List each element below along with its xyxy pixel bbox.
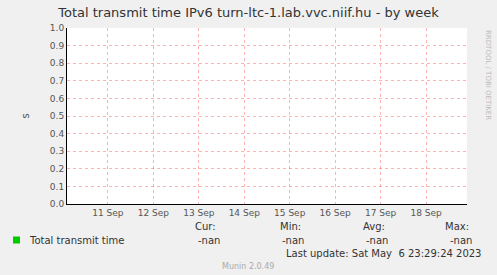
svg-text:Munin 2.0.49: Munin 2.0.49	[222, 262, 274, 271]
svg-text:0.3: 0.3	[50, 146, 64, 156]
svg-text:-nan: -nan	[450, 235, 472, 246]
svg-text:18 Sep: 18 Sep	[410, 208, 442, 218]
svg-text:12 Sep: 12 Sep	[138, 208, 170, 218]
svg-text:0.1: 0.1	[50, 182, 64, 192]
svg-text:0.6: 0.6	[50, 94, 65, 104]
svg-text:0.9: 0.9	[50, 41, 65, 51]
svg-text:Avg:: Avg:	[363, 221, 385, 232]
svg-text:-nan: -nan	[198, 235, 220, 246]
svg-text:0.0: 0.0	[50, 199, 65, 209]
svg-text:Max:: Max:	[445, 221, 469, 232]
svg-text:Min:: Min:	[280, 221, 301, 232]
svg-text:0.5: 0.5	[50, 111, 64, 121]
svg-text:0.2: 0.2	[50, 164, 64, 174]
svg-text:-nan: -nan	[366, 235, 388, 246]
svg-text:RRDTOOL / TOBI OETIKER: RRDTOOL / TOBI OETIKER	[484, 30, 492, 120]
svg-text:14 Sep: 14 Sep	[229, 208, 261, 218]
svg-text:0.4: 0.4	[50, 129, 65, 139]
svg-text:11 Sep: 11 Sep	[92, 208, 124, 218]
svg-text:0.8: 0.8	[50, 58, 65, 68]
svg-text:Last update: Sat May 6 23:29:: Last update: Sat May 6 23:29:24 2023	[286, 248, 481, 259]
svg-text:-nan: -nan	[282, 235, 304, 246]
svg-text:0.7: 0.7	[50, 76, 64, 86]
svg-text:Total transmit time: Total transmit time	[29, 235, 124, 246]
svg-text:17 Sep: 17 Sep	[365, 208, 397, 218]
svg-text:13 Sep: 13 Sep	[183, 208, 215, 218]
svg-text:16 Sep: 16 Sep	[320, 208, 352, 218]
svg-text:1.0: 1.0	[50, 23, 65, 33]
svg-text:Total transmit time IPv6 turn-: Total transmit time IPv6 turn-ltc-1.lab.…	[57, 5, 439, 20]
svg-text:s: s	[20, 113, 31, 118]
svg-text:15 Sep: 15 Sep	[274, 208, 306, 218]
svg-text:Cur:: Cur:	[195, 221, 216, 232]
